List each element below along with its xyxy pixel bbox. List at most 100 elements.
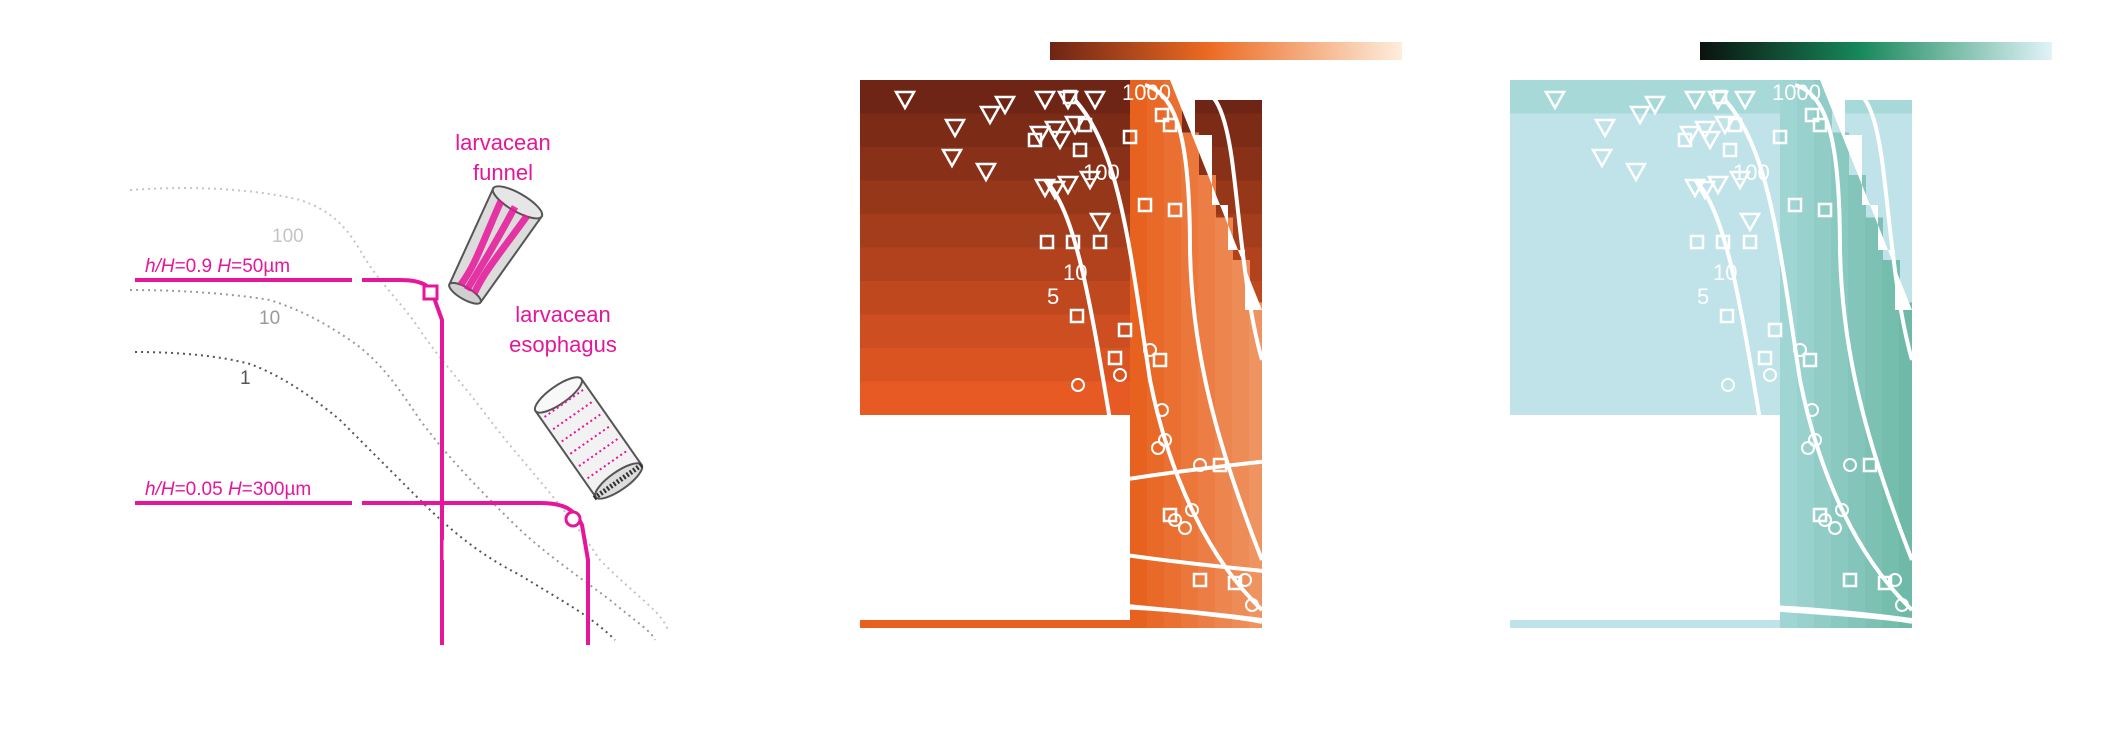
triangle-marker [1043, 180, 1067, 201]
contour-label: 100 [1083, 160, 1120, 185]
contour-label: 1000 [1772, 80, 1821, 105]
square-marker [1062, 89, 1078, 105]
circle-marker [1758, 433, 1772, 447]
heat-bottom-band [860, 620, 1130, 628]
square-marker [1715, 234, 1731, 250]
square-marker [1077, 117, 1093, 133]
case2-path [135, 501, 590, 645]
contour-label: 1 [1098, 582, 1110, 607]
contour-label: 5 [1047, 284, 1059, 309]
heat-blank-region [859, 415, 1130, 620]
square-marker [1154, 107, 1170, 123]
circle-marker [1185, 503, 1199, 517]
triangle-marker [1590, 148, 1614, 169]
contour-label: 10 [1063, 260, 1087, 285]
middle-contour-labels: 1000 100 105 1 [1047, 80, 1171, 607]
square-marker [1072, 142, 1088, 158]
circle-marker [1801, 441, 1815, 455]
triangle-marker [1033, 90, 1057, 111]
square-marker [1122, 129, 1138, 145]
heat-column [1882, 260, 1900, 628]
triangle-marker [1733, 90, 1757, 111]
contour-line [1614, 603, 1913, 622]
contour-label: 1000 [1122, 80, 1171, 105]
triangle-marker [1593, 118, 1617, 139]
square-marker [1167, 202, 1183, 218]
right-contour-labels: 1000 100 105 1 [1697, 80, 1821, 607]
circle-marker [1818, 513, 1832, 527]
square-marker [1812, 117, 1828, 133]
square-marker [1677, 132, 1693, 148]
circle-marker [1151, 441, 1165, 455]
square-marker [1152, 352, 1168, 368]
circle-marker [1895, 598, 1909, 612]
circle-marker [1108, 448, 1122, 462]
triangle-marker [1683, 90, 1707, 111]
heat-column [1215, 217, 1233, 628]
square-marker [1027, 132, 1043, 148]
circle-marker [1155, 403, 1169, 417]
triangle-marker [1698, 130, 1722, 151]
circle-marker [1071, 378, 1085, 392]
right-heatmap-cells [1509, 80, 2055, 628]
triangle-marker [1048, 130, 1072, 151]
right-axes [1509, 68, 1922, 513]
triangle-marker [1693, 120, 1717, 141]
contour-line [1073, 98, 1264, 612]
triangle-marker [1078, 170, 1102, 191]
contour-label-10: 10 [259, 308, 280, 329]
right-colorbar [1700, 42, 2052, 60]
circle-marker [1758, 448, 1772, 462]
triangle-marker [1706, 175, 1730, 196]
contour-line-10 [129, 289, 656, 641]
contour-line [1194, 83, 1264, 361]
square-marker [1117, 322, 1133, 338]
square-marker [1742, 234, 1758, 250]
circle-marker [1143, 343, 1157, 357]
contour-line-1 [134, 351, 616, 641]
square-marker [1754, 499, 1770, 515]
square-marker [1787, 197, 1803, 213]
heat-column [1198, 175, 1216, 628]
heat-column [1865, 217, 1883, 628]
circle-marker [1835, 503, 1849, 517]
case2-label: h/H=0.05 H=300µm [145, 479, 311, 500]
heat-blank-region [1509, 415, 1780, 620]
contour-label-100: 100 [272, 226, 304, 247]
middle-contour-lines [635, 83, 1264, 624]
circle-marker [1808, 433, 1822, 447]
square-marker [1107, 350, 1123, 366]
triangle-marker [1088, 212, 1112, 233]
triangle-marker [1728, 170, 1752, 191]
square-marker [1722, 142, 1738, 158]
circle-marker [1843, 458, 1857, 472]
circle-marker [1168, 513, 1182, 527]
case1-path [135, 278, 444, 645]
contour-label: 5 [1697, 284, 1709, 309]
circle-marker [1113, 368, 1127, 382]
esophagus-label: larvacean esophagus [509, 302, 617, 357]
circle-marker [1271, 608, 1285, 622]
triangle-marker [893, 90, 917, 111]
contour-label: 100 [1733, 160, 1770, 185]
triangle-marker [943, 118, 967, 139]
square-marker [1192, 572, 1208, 588]
square-marker [1712, 89, 1728, 105]
triangle-marker [1693, 180, 1717, 201]
contour-line [1794, 83, 1914, 561]
triangle-marker [1056, 175, 1080, 196]
square-marker [1104, 499, 1120, 515]
circle-marker [1763, 368, 1777, 382]
contour-label-1: 1 [240, 368, 251, 389]
circle-marker [1805, 403, 1819, 417]
contour-line-100 [129, 187, 669, 631]
circle-marker [1721, 378, 1735, 392]
triangle-marker [1043, 120, 1067, 141]
case1-marker [422, 284, 439, 301]
circle-marker [1921, 608, 1935, 622]
right-contour-lines [996, 83, 1914, 624]
contour-line [996, 178, 1913, 624]
circle-marker [1293, 613, 1307, 627]
square-marker [1802, 352, 1818, 368]
